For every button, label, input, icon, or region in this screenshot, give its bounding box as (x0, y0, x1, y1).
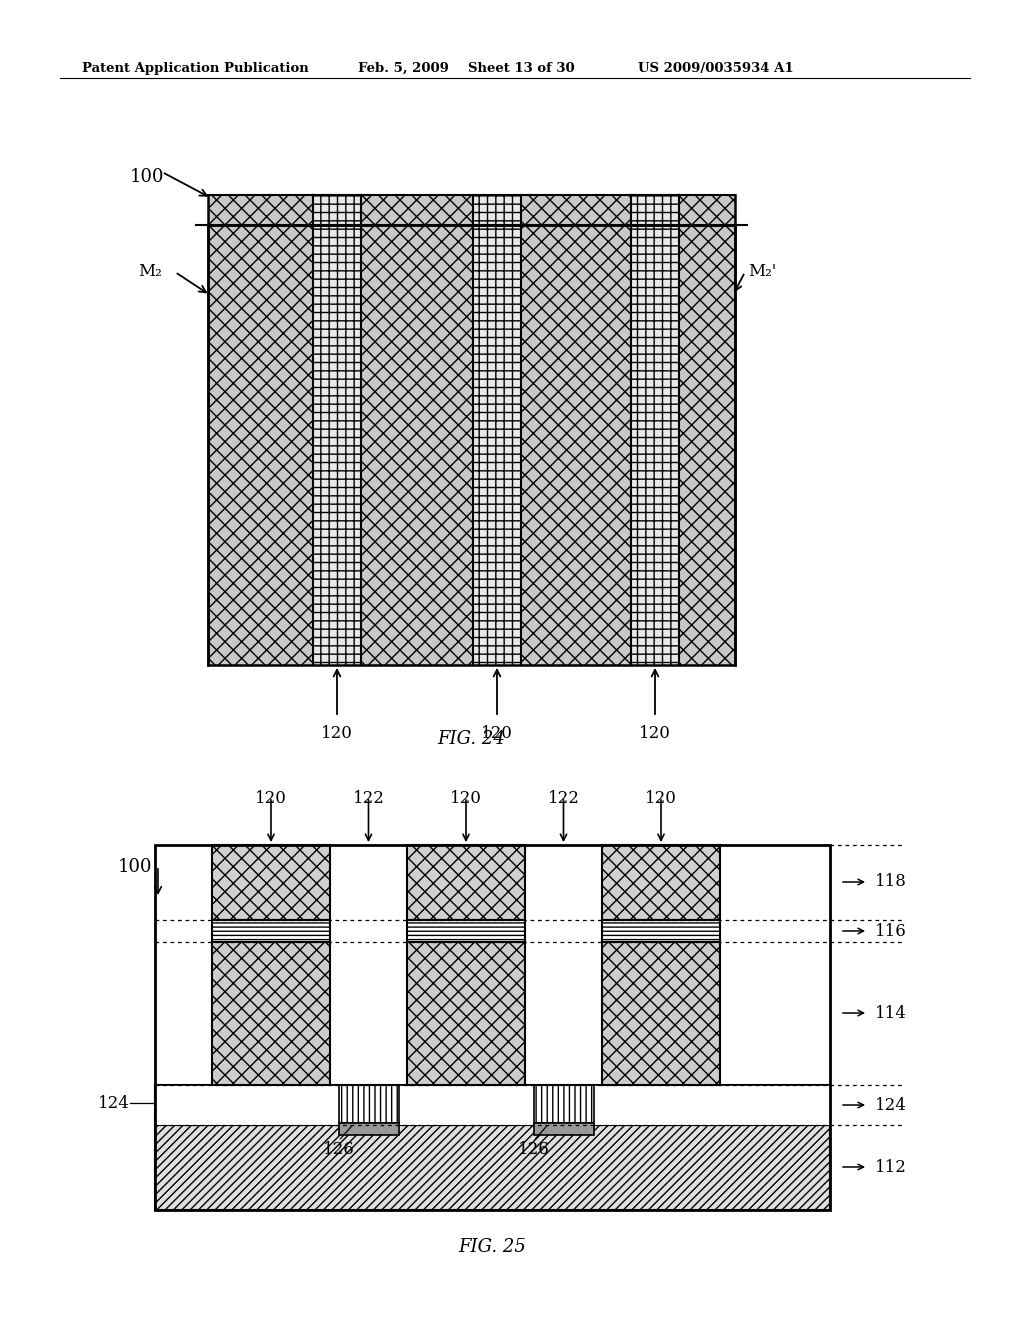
Bar (313, 224, 361, 665)
Text: 126: 126 (517, 1140, 549, 1158)
Text: 116: 116 (874, 923, 906, 940)
Text: 120: 120 (322, 725, 353, 742)
Text: 126: 126 (323, 1140, 354, 1158)
Text: 120: 120 (255, 789, 287, 807)
Bar (602, 920, 720, 942)
Text: 118: 118 (874, 874, 907, 891)
Bar (208, 224, 313, 665)
Text: 120: 120 (645, 789, 677, 807)
Bar (339, 1123, 398, 1135)
Bar (361, 195, 473, 224)
Bar (313, 195, 361, 224)
Text: 120: 120 (639, 725, 671, 742)
Text: 122: 122 (548, 789, 580, 807)
Bar (631, 224, 679, 665)
Bar (534, 1123, 594, 1135)
Text: 114: 114 (874, 1005, 907, 1022)
Bar (155, 1085, 830, 1125)
Text: 124: 124 (874, 1097, 907, 1114)
Text: 112: 112 (874, 1159, 907, 1176)
Text: Sheet 13 of 30: Sheet 13 of 30 (468, 62, 574, 75)
Text: Patent Application Publication: Patent Application Publication (82, 62, 309, 75)
Bar (155, 1085, 830, 1125)
Bar (208, 195, 313, 224)
Text: 124: 124 (98, 1094, 130, 1111)
Bar (602, 942, 720, 1085)
Bar (155, 845, 830, 1210)
Text: FIG. 24: FIG. 24 (437, 730, 506, 748)
Bar (208, 224, 735, 665)
Bar (407, 942, 525, 1085)
Bar (521, 195, 631, 224)
Bar (631, 195, 679, 224)
Bar (212, 845, 330, 920)
Bar (473, 195, 521, 224)
Bar (473, 224, 521, 665)
Bar (679, 195, 735, 224)
Text: M₂: M₂ (138, 264, 162, 281)
Bar (521, 224, 631, 665)
Text: US 2009/0035934 A1: US 2009/0035934 A1 (638, 62, 794, 75)
Text: 120: 120 (451, 789, 482, 807)
Bar (679, 224, 735, 665)
Text: FIG. 25: FIG. 25 (459, 1238, 526, 1257)
Text: 100: 100 (130, 168, 165, 186)
Bar (407, 845, 525, 920)
Bar (407, 920, 525, 942)
Bar (155, 1125, 830, 1210)
Text: 122: 122 (352, 789, 384, 807)
Text: Feb. 5, 2009: Feb. 5, 2009 (358, 62, 449, 75)
Bar (339, 1085, 398, 1123)
Text: M₂': M₂' (748, 264, 776, 281)
Bar (602, 845, 720, 920)
Bar (212, 942, 330, 1085)
Bar (534, 1085, 594, 1123)
Text: 120: 120 (481, 725, 513, 742)
Bar (212, 920, 330, 942)
Text: 100: 100 (118, 858, 153, 876)
Bar (361, 224, 473, 665)
